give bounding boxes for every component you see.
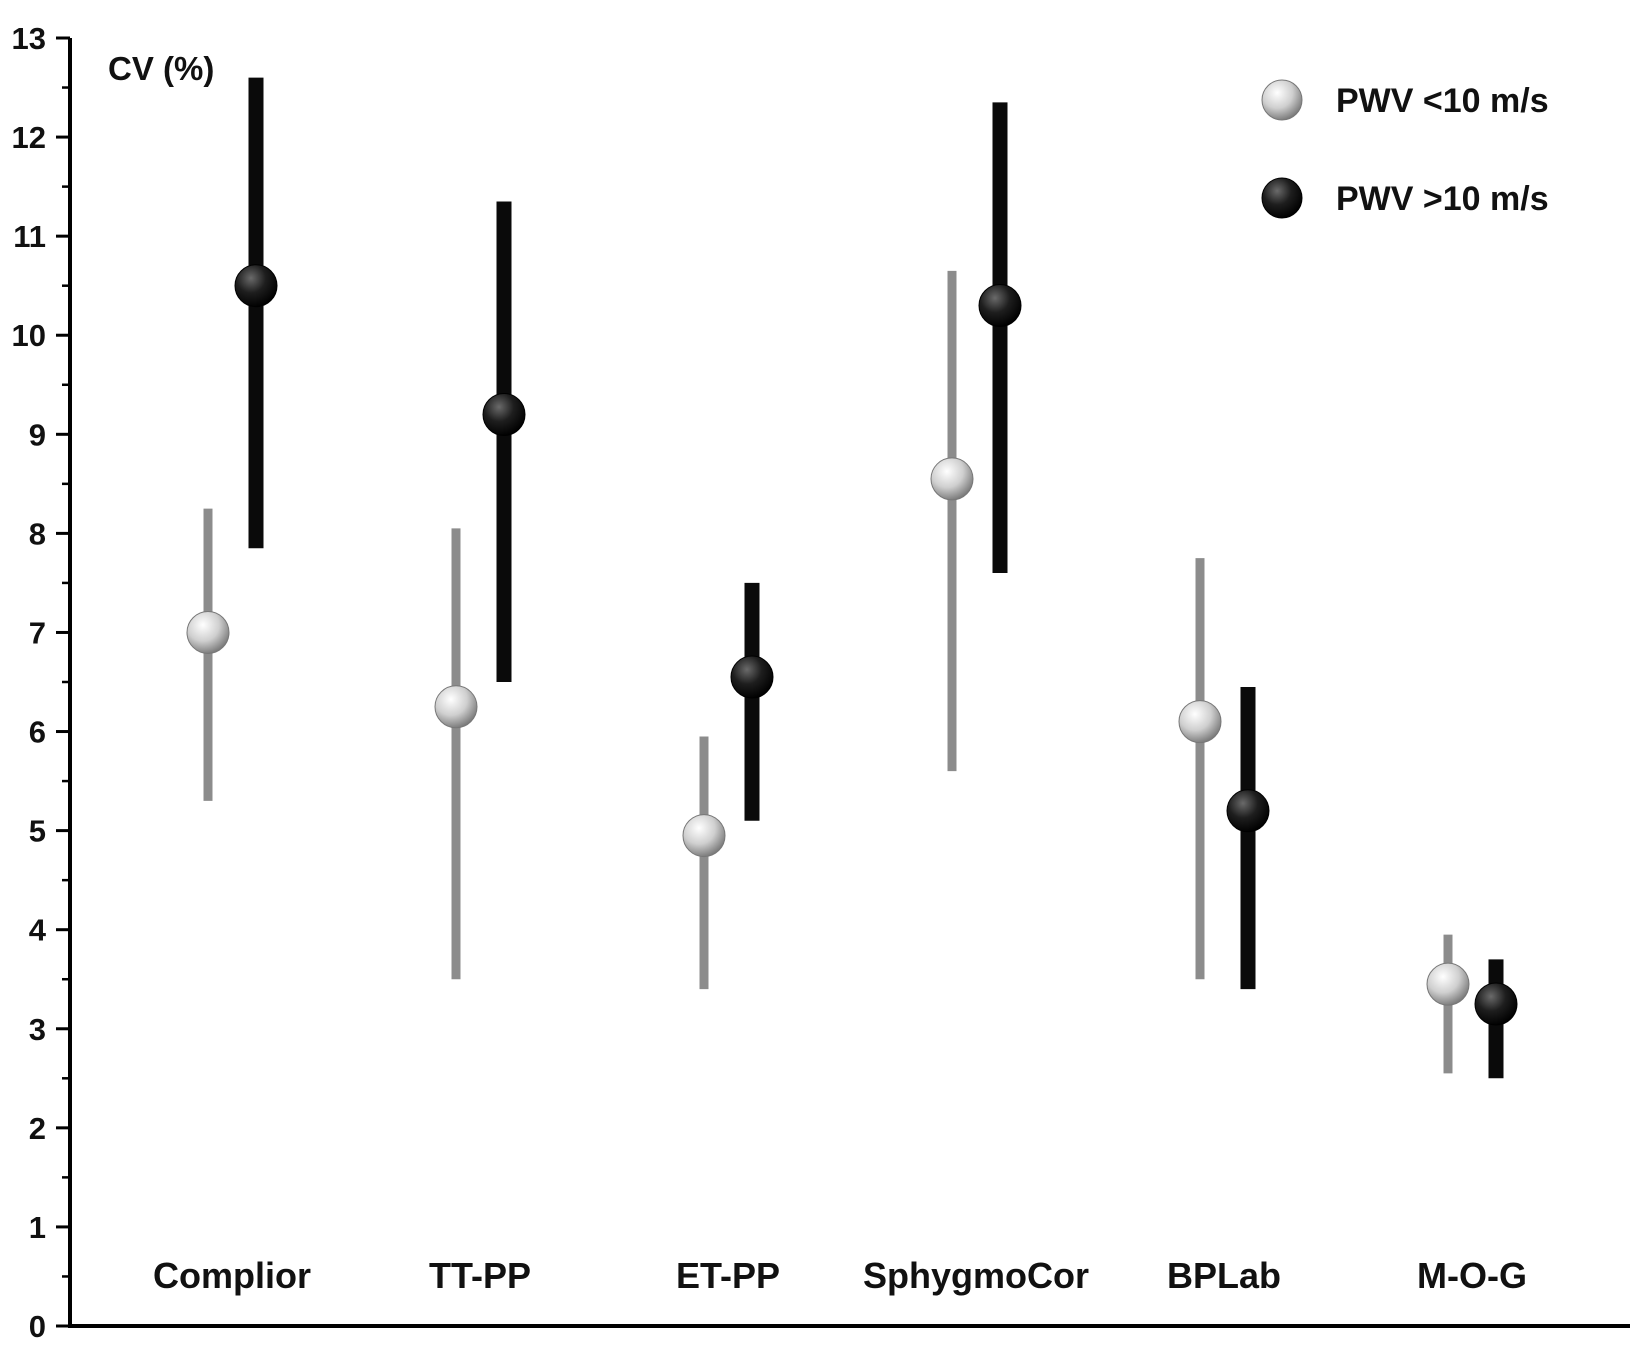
legend-marker-pwv-high bbox=[1261, 177, 1303, 219]
y-tick-label: 1 bbox=[29, 1210, 46, 1245]
data-point bbox=[682, 814, 726, 858]
y-tick-label: 2 bbox=[29, 1111, 46, 1146]
series-marks bbox=[186, 77, 1518, 1079]
category-label: ET-PP bbox=[676, 1255, 780, 1296]
y-tick-label: 0 bbox=[29, 1309, 46, 1344]
data-point bbox=[434, 685, 478, 729]
data-point bbox=[930, 457, 974, 501]
legend-label-pwv-low: PWV <10 m/s bbox=[1336, 82, 1549, 120]
category-label: BPLab bbox=[1167, 1255, 1281, 1296]
category-label: SphygmoCor bbox=[863, 1255, 1089, 1296]
data-point bbox=[1178, 700, 1222, 744]
legend-marker-pwv-low bbox=[1261, 79, 1303, 121]
y-axis-title: CV (%) bbox=[108, 50, 214, 87]
y-tick-label: 3 bbox=[29, 1012, 46, 1047]
data-point bbox=[482, 392, 526, 436]
y-tick-label: 8 bbox=[29, 516, 46, 551]
data-point bbox=[730, 655, 774, 699]
y-tick-label: 11 bbox=[13, 219, 46, 254]
legend: PWV <10 m/s PWV >10 m/s bbox=[1261, 79, 1549, 219]
data-point bbox=[186, 610, 230, 654]
y-tick-label: 5 bbox=[29, 814, 46, 849]
y-tick-label: 10 bbox=[12, 318, 46, 353]
y-tick-label: 12 bbox=[12, 120, 46, 155]
data-point bbox=[234, 264, 278, 308]
data-point bbox=[978, 284, 1022, 328]
category-labels: Complior TT-PP ET-PP SphygmoCor BPLab M-O-G bbox=[153, 1255, 1527, 1296]
data-point bbox=[1474, 982, 1518, 1026]
y-tick-label: 7 bbox=[29, 615, 46, 650]
y-tick-label: 13 bbox=[12, 21, 46, 56]
y-tick-label: 6 bbox=[29, 715, 46, 750]
category-label: TT-PP bbox=[429, 1255, 531, 1296]
y-tick-label: 9 bbox=[29, 417, 46, 452]
legend-label-pwv-high: PWV >10 m/s bbox=[1336, 180, 1549, 218]
y-tick-label: 4 bbox=[29, 913, 47, 948]
category-label: Complior bbox=[153, 1255, 311, 1296]
data-point bbox=[1226, 789, 1270, 833]
data-point bbox=[1426, 962, 1470, 1006]
category-label: M-O-G bbox=[1417, 1255, 1527, 1296]
